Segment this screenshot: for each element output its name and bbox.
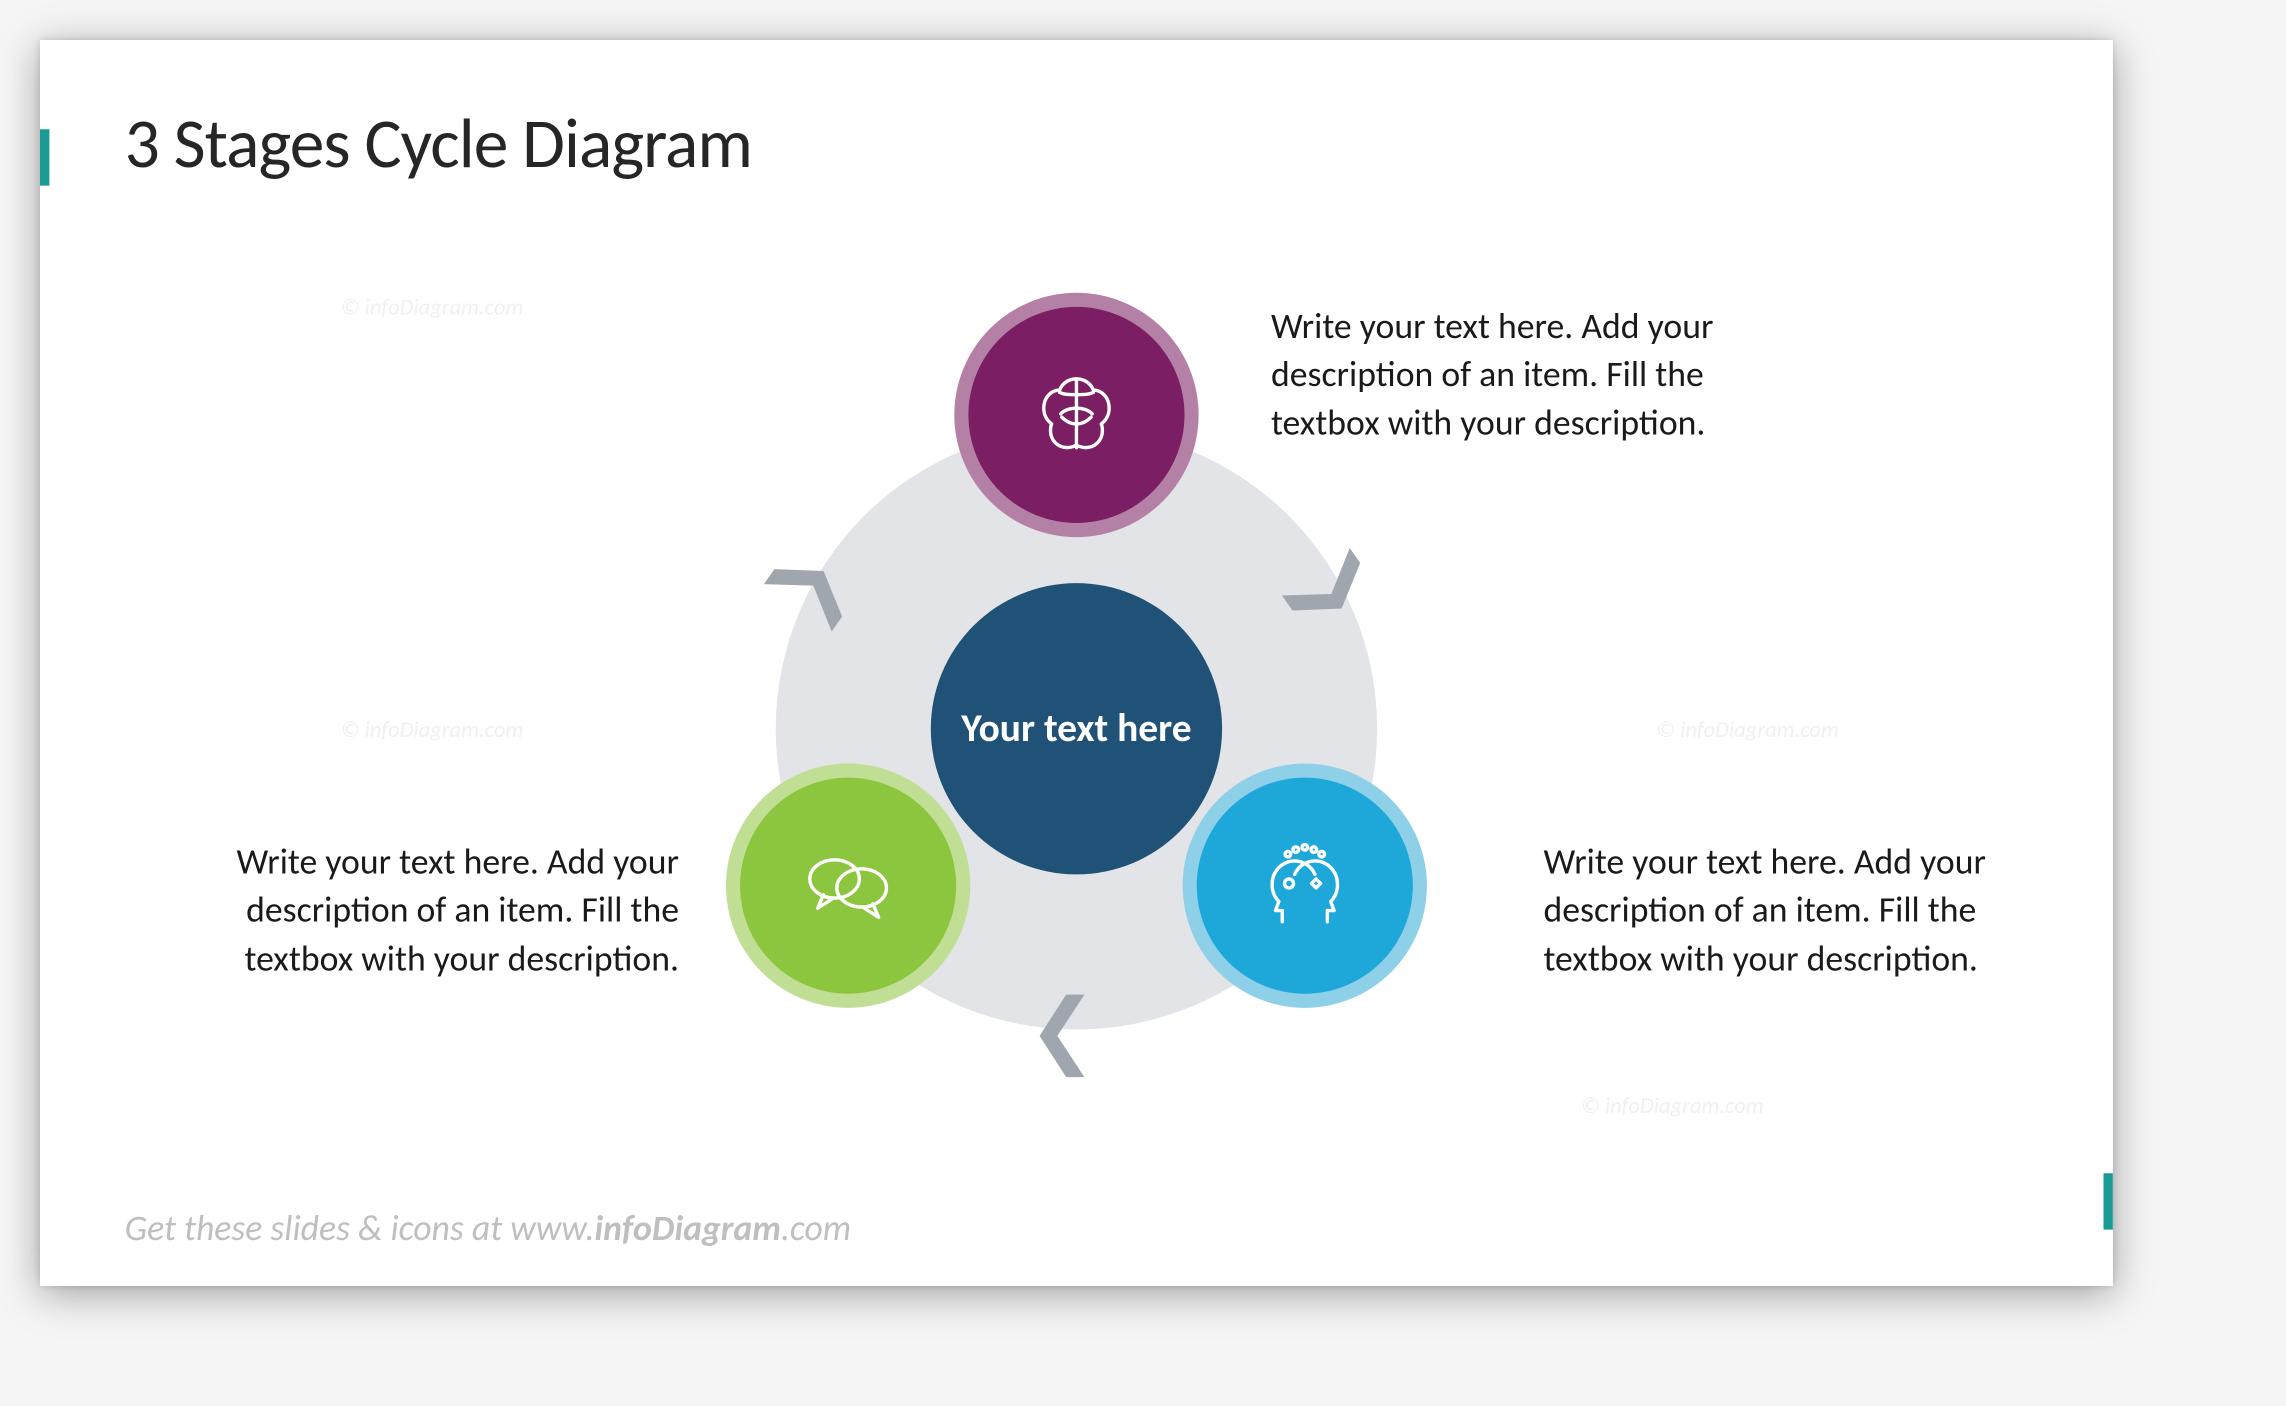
cycle-diagram: ❯ ❯ ❯ Your text here <box>719 372 1433 1086</box>
diagram-area: ❯ ❯ ❯ Your text here <box>40 284 2113 1173</box>
stage-node-2-inner <box>1197 778 1413 994</box>
accent-bar-top <box>40 129 49 185</box>
center-circle: Your text here <box>931 583 1222 874</box>
accent-bar-bottom <box>2104 1173 2113 1229</box>
center-label: Your text here <box>961 705 1191 752</box>
stage-2-description: Write your text here. Add your descripti… <box>1543 839 2069 984</box>
stage-1-description: Write your text here. Add your descripti… <box>1271 303 1797 448</box>
two-heads-icon <box>1249 829 1362 942</box>
cycle-arrow: ❯ <box>1028 1002 1097 1085</box>
slide-title: 3 Stages Cycle Diagram <box>125 101 752 186</box>
stage-node-3 <box>726 764 970 1008</box>
speech-bubbles-icon <box>792 829 905 942</box>
brain-icon <box>1020 358 1133 471</box>
stage-node-2 <box>1183 764 1427 1008</box>
stage-node-1 <box>954 292 1198 536</box>
footer-credit: Get these slides & icons at www.infoDiag… <box>125 1207 851 1250</box>
slide: 3 Stages Cycle Diagram © infoDiagram.com… <box>40 40 2113 1286</box>
footer-suffix: .com <box>781 1207 851 1250</box>
stage-node-3-inner <box>740 778 956 994</box>
stage-3-description: Write your text here. Add your descripti… <box>153 839 679 984</box>
footer-prefix: Get these slides & icons at www. <box>125 1207 595 1250</box>
footer-bold: infoDiagram <box>594 1207 781 1250</box>
stage-node-1-inner <box>968 306 1184 522</box>
